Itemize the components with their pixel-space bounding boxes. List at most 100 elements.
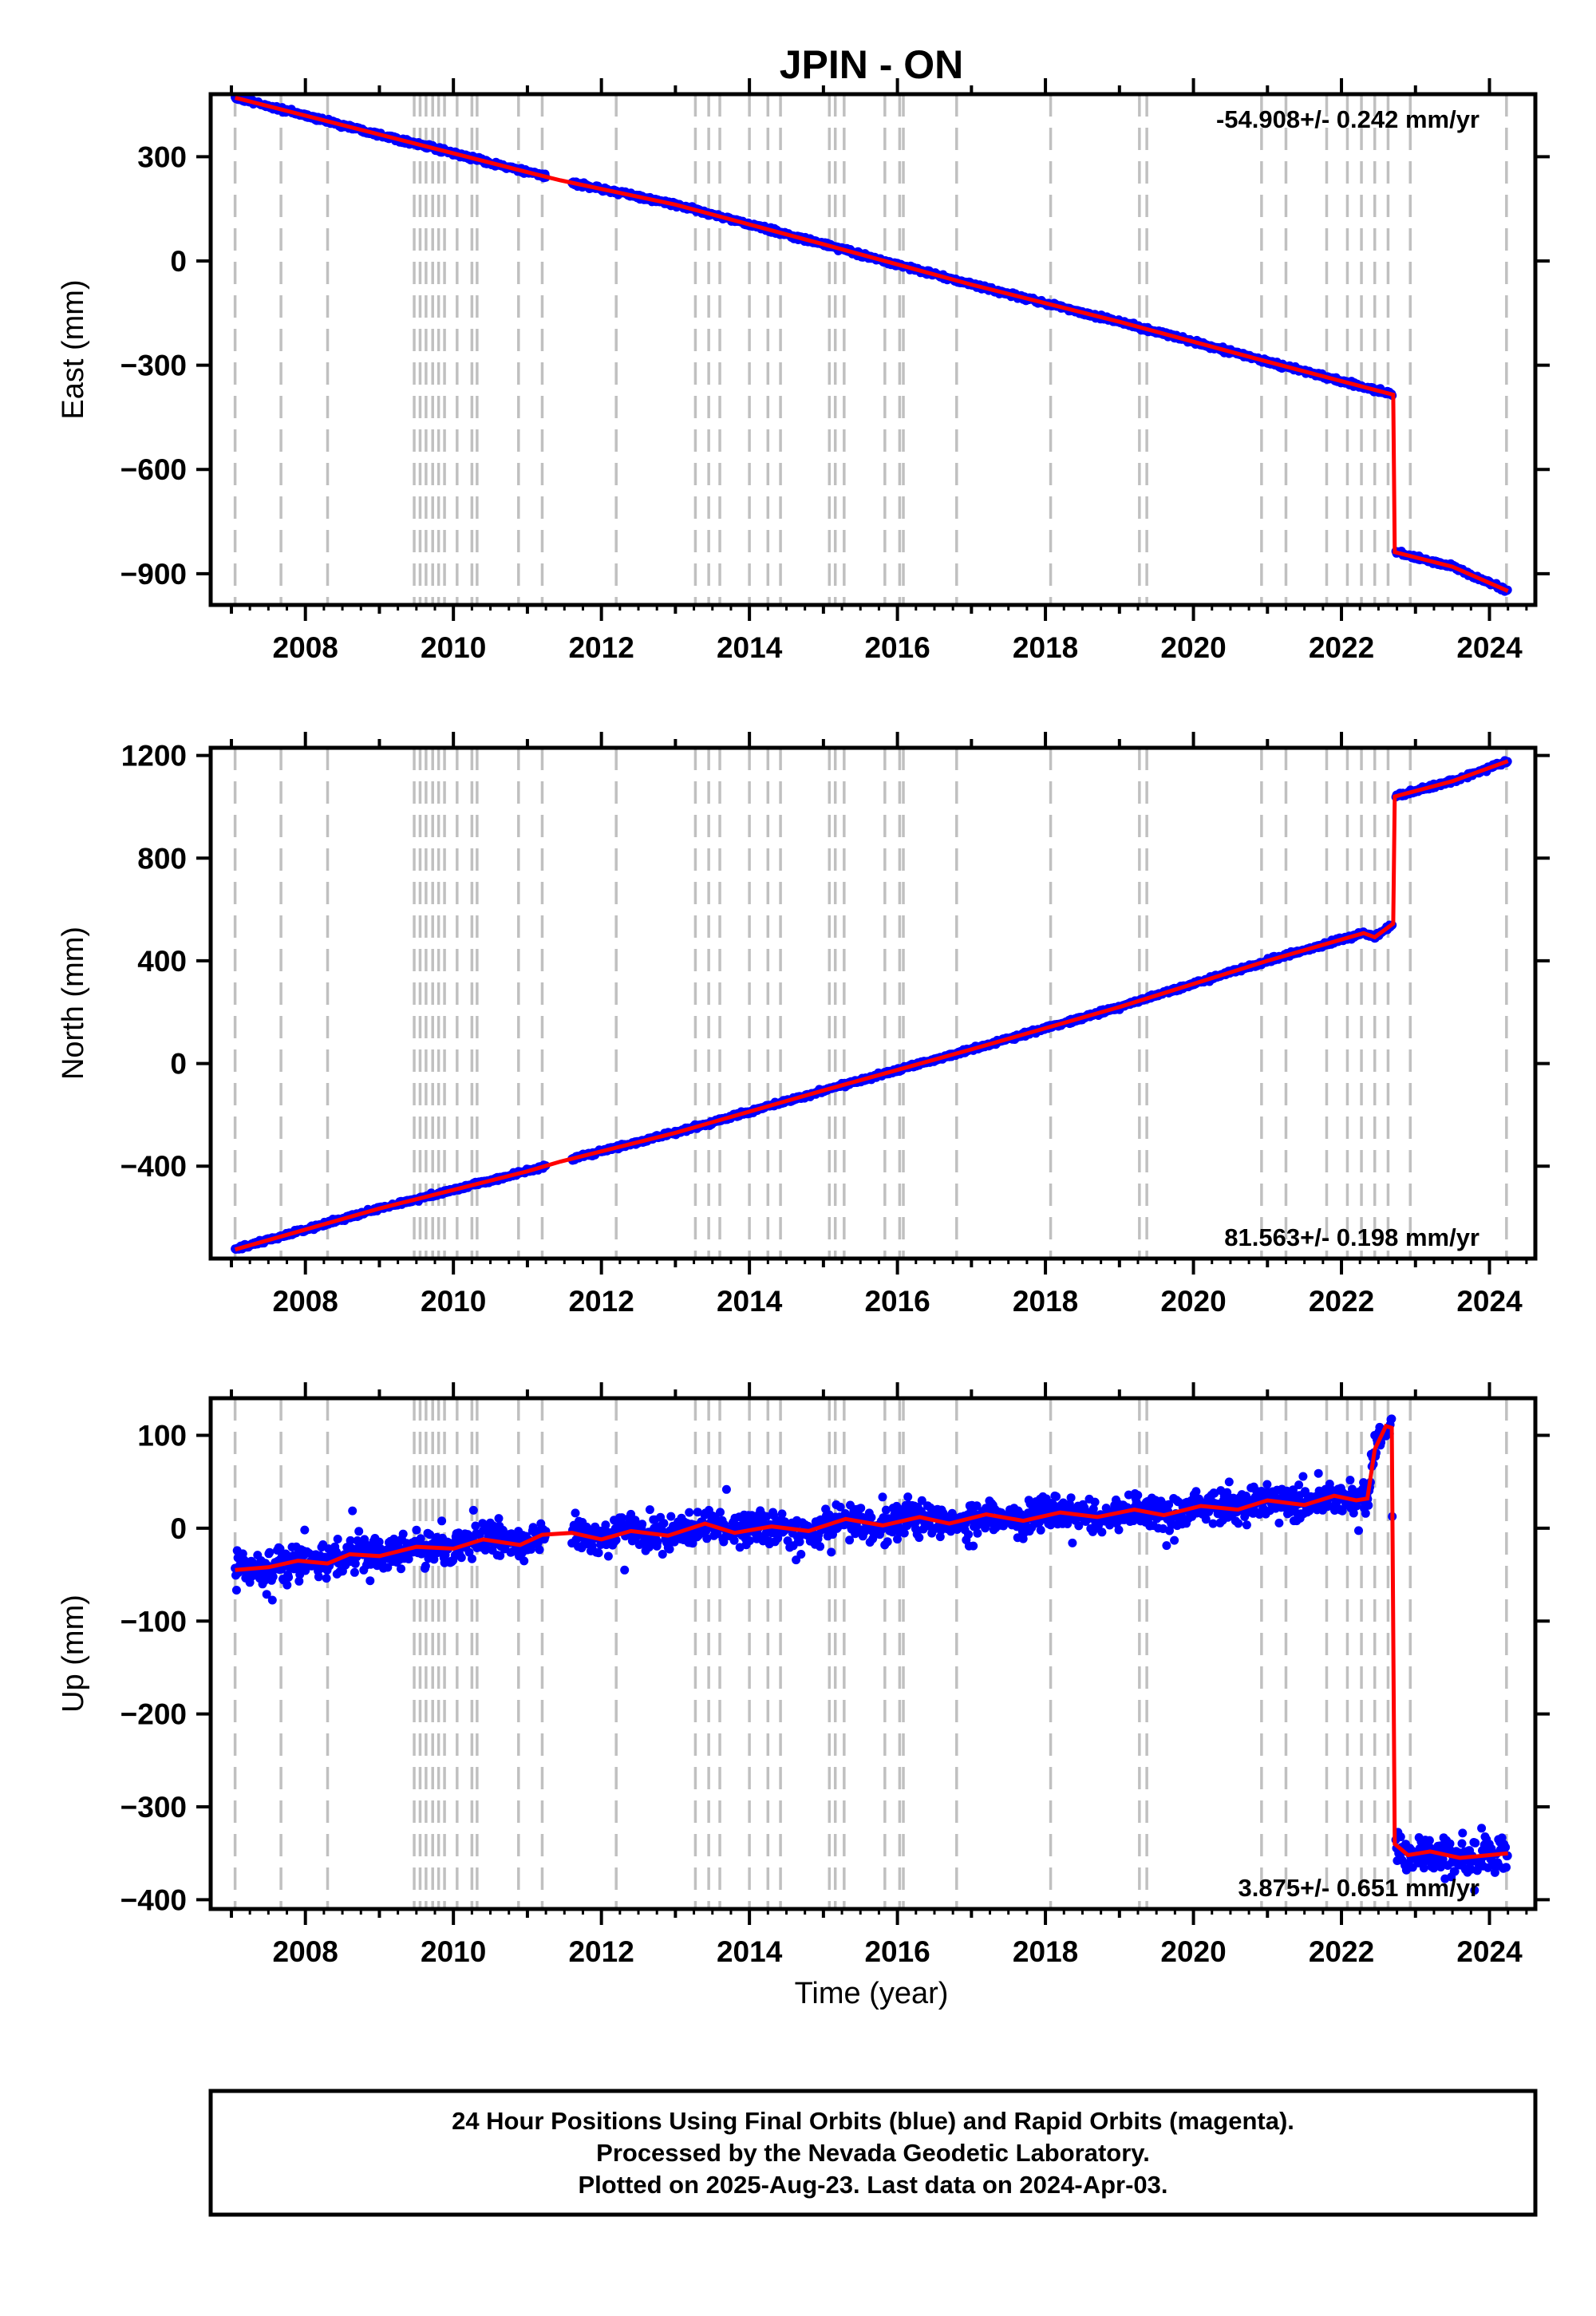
data-point (693, 1508, 702, 1517)
x-tick-label: 2012 (568, 1285, 634, 1318)
y-tick-label: 1200 (121, 740, 187, 773)
data-point (348, 1506, 358, 1516)
data-point (845, 1535, 855, 1545)
data-point (721, 1484, 731, 1494)
data-point (899, 1528, 909, 1538)
data-point (638, 1520, 647, 1529)
east-panel: 2008 2010 2012 2014 2016 2018 2020 2022 20243000… (57, 78, 1550, 664)
data-point (867, 1512, 876, 1522)
data-point (519, 1556, 529, 1566)
x-tick-label: 2016 (864, 631, 930, 664)
data-point (300, 1525, 310, 1535)
data-point (973, 1528, 982, 1538)
north-model-line (234, 759, 1509, 1252)
data-point (688, 1539, 697, 1548)
x-tick-label: 2014 (717, 1285, 783, 1318)
data-point (836, 1502, 845, 1512)
data-point (601, 1520, 610, 1530)
data-point (903, 1492, 913, 1502)
north-y-axis-label: North (mm) (57, 927, 90, 1080)
data-point (350, 1559, 360, 1568)
data-point (617, 1513, 626, 1523)
x-tick-label: 2010 (421, 631, 486, 664)
data-point (282, 1580, 292, 1590)
x-tick-label: 2008 (273, 1285, 338, 1318)
east-rate-label: -54.908+/- 0.242 mm/yr (1216, 105, 1479, 133)
data-point (620, 1565, 630, 1575)
data-point (294, 1576, 304, 1586)
data-point (716, 1508, 725, 1517)
x-tick-label: 2008 (273, 631, 338, 664)
data-point (729, 1535, 739, 1545)
y-tick-label: −400 (120, 1150, 187, 1183)
data-point (658, 1550, 667, 1559)
data-point (745, 1536, 754, 1545)
data-point (425, 1530, 435, 1539)
x-tick-label: 2024 (1456, 1285, 1523, 1318)
up-data-points (231, 1414, 1512, 1895)
east-break-lines (233, 94, 1508, 605)
data-point (969, 1541, 978, 1551)
east-frame (208, 92, 1538, 607)
y-tick-label: 0 (170, 245, 187, 278)
data-point (265, 1547, 275, 1557)
data-point (685, 1508, 694, 1517)
data-point (398, 1529, 408, 1539)
data-point (494, 1514, 504, 1524)
data-point (346, 1535, 355, 1545)
data-point (468, 1554, 476, 1563)
x-tick-label: 2012 (568, 631, 634, 664)
data-point (964, 1530, 973, 1539)
x-tick-label: 2016 (864, 1285, 930, 1318)
data-point (777, 1509, 787, 1519)
data-point (437, 1516, 447, 1526)
data-point (231, 1586, 241, 1595)
north-frame (208, 745, 1538, 1261)
y-tick-label: 800 (137, 842, 187, 875)
data-point (893, 1535, 902, 1544)
data-point (333, 1535, 342, 1543)
data-point (856, 1504, 866, 1513)
data-point (571, 1508, 580, 1518)
data-point (659, 1519, 669, 1528)
data-point (456, 1553, 466, 1563)
data-point (239, 1555, 249, 1565)
data-point (412, 1525, 421, 1535)
x-tick-label: 2018 (1013, 631, 1078, 664)
data-point (594, 1548, 603, 1558)
data-point (917, 1496, 926, 1505)
data-point (527, 1544, 535, 1554)
data-point (421, 1561, 430, 1571)
x-tick-label: 2020 (1160, 1285, 1226, 1318)
x-tick-label: 2014 (717, 631, 783, 664)
data-point (883, 1537, 892, 1547)
north-data-points (231, 756, 1512, 1254)
data-point (350, 1567, 359, 1577)
up-panel: 2008 2010 2012 2014 2016 2018 2020 2022 20241000… (57, 1382, 1550, 1968)
data-point (416, 1534, 425, 1543)
y-tick-label: 300 (137, 140, 187, 173)
data-point (468, 1505, 478, 1515)
data-point (762, 1512, 772, 1521)
data-point (397, 1564, 405, 1574)
data-point (972, 1501, 982, 1511)
data-point (665, 1544, 674, 1554)
data-point (354, 1527, 364, 1536)
data-point (587, 1541, 597, 1551)
x-tick-label: 2022 (1309, 1285, 1374, 1318)
north-break-lines (233, 748, 1508, 1259)
data-point (262, 1590, 271, 1599)
east-data-points (231, 92, 1512, 596)
data-point (496, 1551, 505, 1560)
data-point (603, 1551, 613, 1561)
data-point (915, 1533, 924, 1543)
data-point (404, 1555, 413, 1563)
data-point (314, 1572, 323, 1582)
data-point (471, 1521, 480, 1531)
data-point (267, 1595, 277, 1605)
x-tick-label: 2022 (1309, 631, 1374, 664)
x-tick-label: 2020 (1160, 631, 1226, 664)
y-tick-label: −600 (120, 453, 187, 486)
